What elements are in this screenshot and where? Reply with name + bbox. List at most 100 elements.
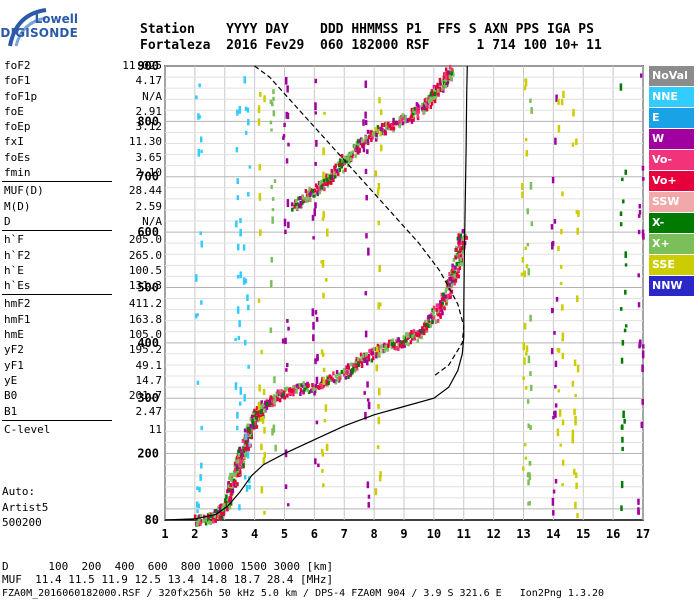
echo-point: [241, 455, 244, 460]
noise-point: [571, 433, 575, 441]
echo-point: [229, 483, 232, 488]
param-row: B1 2.47: [2, 404, 162, 419]
echo-point: [412, 329, 416, 334]
echo-point: [204, 521, 208, 526]
echo-point: [357, 142, 361, 147]
noise-point: [521, 257, 525, 263]
noise-point: [376, 188, 380, 193]
echo-point: [250, 435, 253, 440]
artist-code: 500200: [2, 516, 42, 529]
echo-point: [403, 343, 407, 348]
echo-point: [455, 261, 459, 266]
noise-point: [524, 443, 527, 447]
noise-point: [623, 418, 626, 424]
noise-point: [377, 220, 381, 226]
noise-point: [323, 111, 326, 115]
noise-point: [640, 421, 644, 429]
echo-point: [459, 253, 463, 258]
echo-point: [246, 426, 250, 431]
param-value: 2.47: [135, 404, 163, 418]
echo-point: [297, 196, 300, 201]
noise-point: [561, 304, 564, 311]
noise-point: [260, 443, 263, 451]
echo-point: [409, 333, 413, 338]
echo-point: [347, 152, 351, 157]
echo-point: [206, 517, 210, 522]
echo-point: [457, 240, 460, 245]
echo-point: [282, 393, 286, 398]
param-value: 163.8: [128, 312, 162, 326]
echo-point: [238, 446, 242, 451]
echo-point: [344, 167, 347, 172]
echo-point: [432, 315, 435, 320]
noise-point: [325, 446, 329, 451]
echo-point: [438, 77, 442, 82]
noise-point: [285, 111, 289, 119]
noise-point: [195, 95, 198, 100]
echo-point: [324, 380, 328, 385]
noise-point: [200, 149, 203, 154]
noise-point: [194, 313, 198, 319]
echo-point: [333, 165, 336, 170]
noise-point: [561, 352, 565, 359]
noise-point: [377, 416, 381, 425]
echo-point: [371, 347, 375, 352]
noise-point: [374, 126, 378, 132]
param-value: 205.0: [128, 233, 162, 247]
echo-point: [462, 237, 465, 242]
noise-point: [281, 338, 285, 344]
echo-point: [398, 343, 402, 348]
legend-item-x-: X+: [649, 234, 694, 254]
noise-point: [380, 144, 383, 152]
echo-point: [318, 383, 322, 388]
noise-point: [553, 219, 557, 224]
echo-point: [440, 305, 443, 310]
echo-point: [312, 190, 316, 195]
echo-point: [330, 168, 334, 173]
noise-point: [521, 183, 524, 190]
echo-point: [364, 135, 367, 140]
echo-point: [223, 508, 226, 513]
echo-point: [332, 171, 336, 176]
echo-point: [418, 329, 422, 334]
noise-point: [571, 429, 575, 435]
echo-point: [365, 352, 368, 357]
echo-point: [444, 294, 447, 299]
y-tick-label: 400: [137, 336, 159, 350]
echo-point: [290, 391, 294, 396]
echo-point: [359, 352, 363, 357]
noise-point: [314, 102, 317, 111]
echo-point: [430, 101, 434, 106]
noise-point: [521, 191, 524, 199]
echo-point: [439, 81, 442, 86]
param-row: yF1 49.1: [2, 358, 162, 373]
noise-point: [322, 483, 325, 488]
noise-point: [314, 310, 318, 315]
echo-point: [345, 365, 348, 370]
noise-point: [377, 387, 381, 396]
echo-point: [212, 519, 215, 524]
echo-point: [309, 197, 312, 202]
echo-point: [220, 503, 223, 508]
legend-item-nne: NNE: [649, 87, 694, 107]
noise-point: [378, 475, 382, 482]
echo-point: [248, 430, 251, 435]
echo-point: [433, 91, 437, 96]
echo-point: [351, 150, 354, 155]
echo-point: [238, 469, 242, 474]
noise-point: [620, 505, 623, 512]
noise-point: [271, 216, 274, 224]
echo-point: [266, 401, 269, 406]
echo-point: [273, 402, 276, 407]
noise-point: [624, 324, 628, 328]
echo-point: [289, 388, 293, 393]
echo-point: [256, 410, 260, 415]
echo-point: [236, 464, 239, 469]
echo-point: [237, 449, 240, 454]
echo-point: [200, 519, 203, 524]
noise-point: [551, 497, 555, 506]
echo-point: [314, 183, 318, 188]
echo-point: [371, 351, 374, 356]
legend-item-x-: X-: [649, 213, 694, 233]
noise-point: [284, 484, 288, 489]
